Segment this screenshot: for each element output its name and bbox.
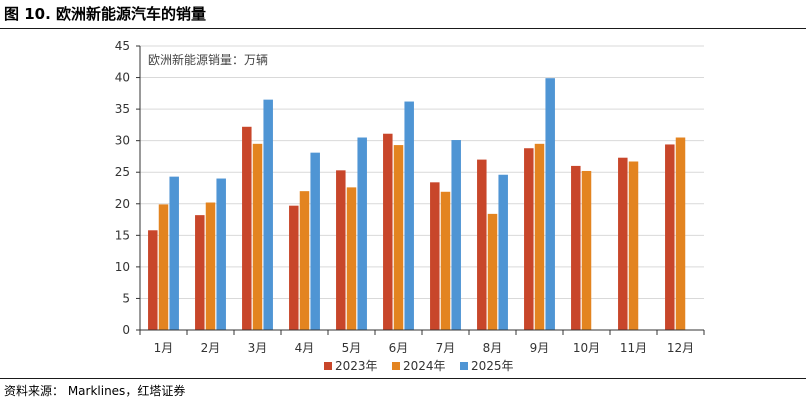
x-tick-labels: 1月 2月 3月 4月 5月 6月 7月 8月 9月 10月 11月 12月 — [154, 341, 694, 355]
bar — [440, 191, 451, 330]
bar — [534, 143, 545, 330]
y-tick-label: 5 — [122, 291, 130, 305]
x-tick-label: 9月 — [530, 341, 550, 355]
bar — [357, 137, 367, 330]
bar — [451, 140, 461, 330]
bar — [263, 99, 273, 331]
bar — [252, 143, 263, 330]
bar — [665, 144, 675, 330]
x-tick-label: 3月 — [248, 341, 268, 355]
bar-chart: 0 5 10 15 20 25 30 35 40 45 1月 2月 3月 4月 5月 6月 7月 8月 9月 10月… — [115, 39, 705, 373]
source-note: 资料来源： Marklines，红塔证券 — [4, 384, 186, 398]
bar — [299, 191, 310, 330]
axes — [136, 45, 705, 335]
y-tick-label: 0 — [122, 323, 130, 337]
bar — [545, 78, 555, 330]
bar — [148, 230, 158, 330]
source-divider — [0, 378, 806, 379]
x-tick-label: 11月 — [620, 341, 647, 355]
bar — [581, 170, 592, 330]
x-tick-label: 6月 — [389, 341, 409, 355]
bar — [158, 204, 169, 330]
legend-label: 2023年 — [335, 359, 378, 373]
y-tick-labels: 0 5 10 15 20 25 30 35 40 45 — [115, 39, 130, 337]
title-divider — [0, 28, 806, 29]
x-tick-label: 2月 — [201, 341, 221, 355]
y-tick-label: 40 — [115, 71, 130, 85]
bar — [675, 137, 686, 330]
legend-label: 2025年 — [471, 359, 514, 373]
bar — [524, 148, 534, 330]
bar — [618, 157, 628, 330]
bar — [498, 174, 508, 330]
y-tick-label: 45 — [115, 39, 130, 53]
legend-swatch — [392, 362, 400, 370]
bar — [571, 165, 581, 330]
bar — [477, 159, 487, 330]
bar — [404, 101, 414, 330]
gridlines — [140, 45, 704, 299]
bar — [336, 170, 346, 330]
y-tick-label: 15 — [115, 228, 130, 242]
bar — [289, 205, 299, 330]
bar — [216, 178, 226, 330]
legend-swatch — [324, 362, 332, 370]
x-tick-label: 4月 — [295, 341, 315, 355]
bar — [169, 176, 179, 330]
bar — [242, 126, 252, 330]
y-tick-label: 35 — [115, 102, 130, 116]
x-tick-label: 5月 — [342, 341, 362, 355]
legend: 2023年 2024年 2025年 — [324, 359, 514, 373]
legend-label: 2024年 — [403, 359, 446, 373]
y-tick-label: 10 — [115, 260, 130, 274]
x-tick-label: 12月 — [667, 341, 694, 355]
bar-series — [148, 78, 686, 331]
bar — [628, 161, 639, 330]
bar — [383, 133, 393, 330]
bar — [346, 187, 357, 330]
bar — [195, 215, 205, 330]
x-tick-label: 10月 — [573, 341, 600, 355]
bar — [487, 213, 498, 330]
legend-swatch — [460, 362, 468, 370]
bar — [430, 182, 440, 330]
figure-title: 图 10. 欧洲新能源汽车的销量 — [4, 5, 207, 23]
x-tick-label: 7月 — [436, 341, 456, 355]
chart-annotation: 欧洲新能源销量：万辆 — [148, 52, 268, 67]
y-tick-label: 25 — [115, 165, 130, 179]
x-tick-label: 8月 — [483, 341, 503, 355]
y-tick-label: 20 — [115, 197, 130, 211]
bar — [393, 145, 404, 330]
bar — [205, 202, 216, 330]
y-tick-label: 30 — [115, 134, 130, 148]
bar — [310, 152, 320, 330]
x-tick-label: 1月 — [154, 341, 174, 355]
